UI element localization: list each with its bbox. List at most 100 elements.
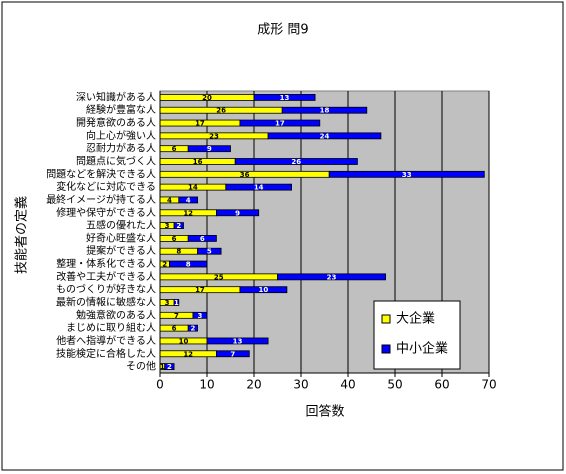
bar-segment <box>187 324 198 332</box>
bar-segment <box>178 196 199 204</box>
bar-segment <box>197 247 222 255</box>
data-label: 17 <box>195 120 205 128</box>
y-tick-label: 問題などを解決できる人 <box>46 167 156 180</box>
y-tick-label: ものづくりが好きな人 <box>56 283 156 296</box>
bar-segment <box>267 132 382 140</box>
bar-segment <box>239 119 321 127</box>
data-label: 9 <box>207 145 212 153</box>
x-tick-label: 30 <box>293 378 308 392</box>
y-tick-label: 最新の情報に敏感な人 <box>56 296 156 309</box>
data-label: 3 <box>198 312 203 320</box>
y-tick-label: 好奇心旺盛な人 <box>86 231 156 244</box>
y-tick-label: 他者へ指導ができる人 <box>56 334 156 347</box>
data-label: 14 <box>254 184 264 192</box>
bar-segment <box>215 209 260 217</box>
data-label: 36 <box>240 171 250 179</box>
legend-box <box>373 300 461 370</box>
bar-segment <box>187 145 231 153</box>
data-label: 13 <box>280 94 290 102</box>
x-tick-label: 60 <box>434 378 449 392</box>
data-label: 25 <box>214 273 224 281</box>
data-label: 20 <box>202 94 212 102</box>
y-tick-label: その他 <box>126 360 156 373</box>
data-label: 6 <box>200 235 205 243</box>
data-label: 2 <box>176 222 181 230</box>
bar-segment <box>281 106 368 114</box>
data-label: 6 <box>172 325 177 333</box>
data-label: 6 <box>172 235 177 243</box>
bar-segment <box>277 273 386 281</box>
legend-swatch <box>381 314 391 324</box>
data-label: 24 <box>320 132 330 140</box>
data-label: 8 <box>176 248 181 256</box>
bar-segment <box>164 363 175 370</box>
data-label: 7 <box>174 312 179 320</box>
y-tick-label: 向上心が強い人 <box>86 129 156 142</box>
data-label: 9 <box>235 209 240 217</box>
x-tick-label: 0 <box>156 378 164 392</box>
y-tick-label: 修理や保守ができる人 <box>56 206 156 219</box>
y-tick-label: 勉強意欲のある人 <box>76 308 156 321</box>
data-label: 17 <box>275 120 285 128</box>
y-tick-label: 改善や工夫ができる人 <box>56 270 156 283</box>
y-tick-label: 最終イメージが持てる人 <box>46 193 156 206</box>
data-label: 10 <box>259 286 269 294</box>
bar-segment <box>173 222 184 229</box>
bar-segment <box>215 350 250 358</box>
y-tick-label: 変化などに対応できる <box>56 180 156 193</box>
y-tick-label: 深い知識がある人 <box>76 90 156 103</box>
data-label: 23 <box>209 132 219 140</box>
data-label: 10 <box>179 337 189 345</box>
bar-segment <box>328 170 485 178</box>
x-tick-label: 70 <box>481 378 496 392</box>
x-tick-label: 20 <box>246 378 261 392</box>
y-tick-label: 忍耐力がある人 <box>86 142 156 155</box>
data-label: 23 <box>327 273 337 281</box>
data-label: 7 <box>230 350 235 358</box>
data-label: 18 <box>320 107 330 115</box>
bar-segment <box>173 299 180 306</box>
data-label: 16 <box>193 158 203 166</box>
y-tick-label: 経験が豊富な人 <box>86 103 156 116</box>
data-label: 2 <box>162 261 167 269</box>
bar-segment <box>168 260 208 268</box>
data-label: 12 <box>183 350 193 358</box>
bar-segment <box>253 94 316 101</box>
data-label: 2 <box>167 363 172 371</box>
x-tick-label: 50 <box>387 378 402 392</box>
data-label: 6 <box>172 145 177 153</box>
y-tick-label: 提案ができる人 <box>86 244 156 257</box>
data-label: 33 <box>402 171 412 179</box>
x-axis-label: 回答数 <box>305 404 344 420</box>
bar-segment <box>234 158 358 165</box>
y-tick-label: 開発意欲のある人 <box>76 116 156 129</box>
data-label: 8 <box>186 261 191 269</box>
bar-segment <box>187 235 217 242</box>
legend-label: 大企業 <box>396 311 435 327</box>
bar-segment <box>206 337 269 345</box>
data-label: 17 <box>195 286 205 294</box>
data-label: 3 <box>165 222 170 230</box>
legend-swatch <box>381 344 391 354</box>
data-label: 13 <box>233 337 243 345</box>
y-tick-label: まじめに取り組む人 <box>66 321 156 334</box>
data-label: 3 <box>165 299 170 307</box>
y-axis-label: 技能者の定義 <box>14 196 30 274</box>
x-tick-label: 10 <box>199 378 214 392</box>
data-label: 26 <box>216 107 226 115</box>
data-label: 1 <box>160 363 165 371</box>
data-label: 4 <box>186 196 191 204</box>
legend-label: 中小企業 <box>396 341 448 357</box>
data-label: 26 <box>291 158 301 166</box>
bar-segment <box>239 286 288 294</box>
x-tick-label: 40 <box>340 378 355 392</box>
bar-segment <box>192 311 208 319</box>
y-tick-label: 五感の優れた人 <box>86 219 156 232</box>
data-label: 14 <box>188 184 198 192</box>
data-label: 4 <box>167 196 172 204</box>
bar-segment <box>225 183 293 191</box>
data-label: 12 <box>183 209 193 217</box>
y-tick-label: 技能検定に合格した人 <box>56 347 156 360</box>
y-tick-label: 整理・体系化できる人 <box>56 257 156 270</box>
